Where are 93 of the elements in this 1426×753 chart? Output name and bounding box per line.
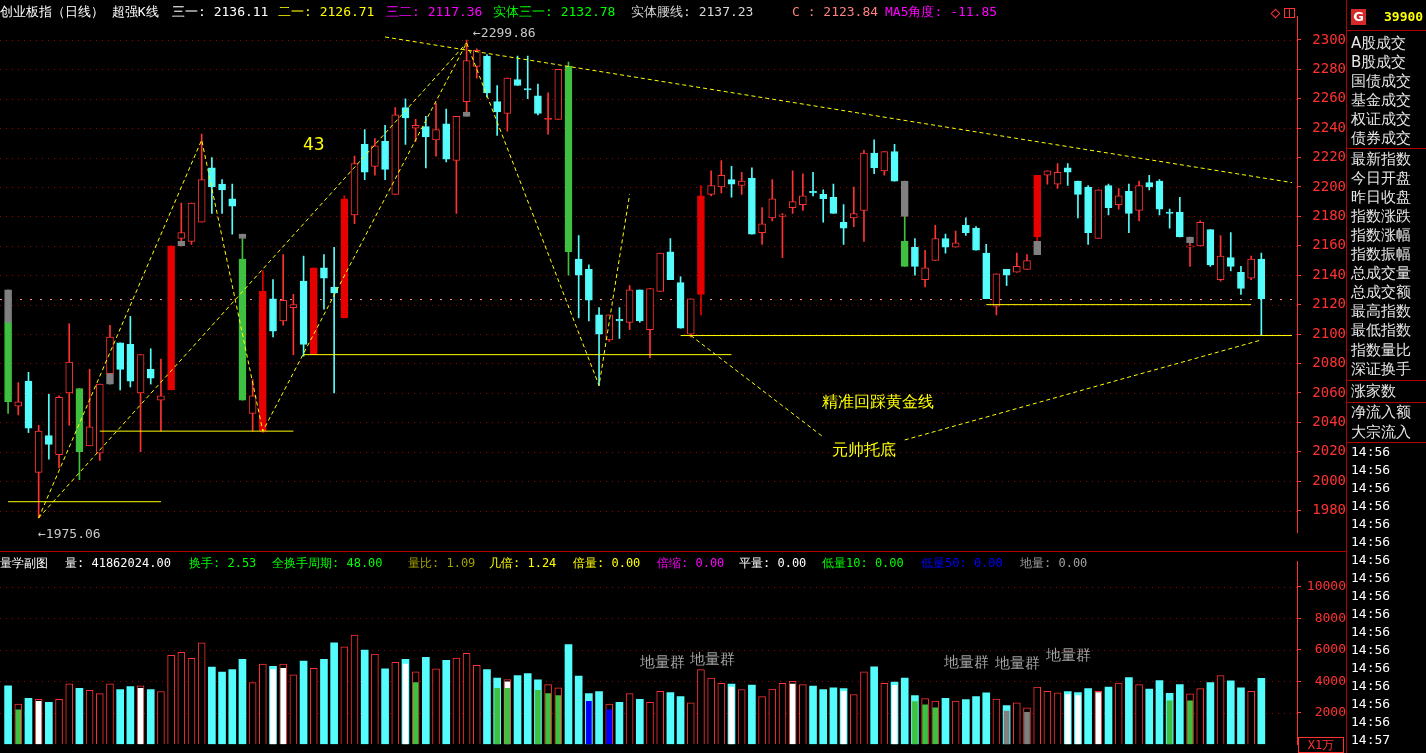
text: 14:56	[1351, 605, 1391, 623]
text: 净流入额	[1351, 403, 1411, 423]
text: 39900	[1384, 9, 1424, 25]
y-tick-label: 2060	[1312, 383, 1346, 400]
y-tick-label: 2180	[1312, 207, 1346, 224]
text: 14:56	[1351, 659, 1391, 677]
y-axis-title: X1万	[1298, 737, 1344, 753]
y-tick-label: 8000	[1314, 609, 1346, 625]
text: 总成交量	[1351, 264, 1411, 284]
text: 14:56	[1351, 569, 1391, 587]
y-tick-label: 2160	[1312, 236, 1346, 253]
annotation: 43	[303, 133, 325, 154]
annotation: 几倍: 1.24	[489, 556, 557, 570]
text: 国债成交	[1351, 72, 1411, 91]
annotation: 低量10: 0.00	[822, 556, 904, 570]
annotation: 地量群	[1045, 646, 1091, 665]
chart-title: 量学副图	[0, 556, 48, 570]
y-tick-label: 2000	[1312, 471, 1346, 488]
text: 14:56	[1351, 641, 1391, 659]
y-tick-label: 2200	[1312, 177, 1346, 194]
y-tick-label: 2240	[1312, 118, 1346, 135]
annotation: 低量50: 0.00	[921, 556, 1003, 570]
text: 14:56	[1351, 677, 1391, 695]
annotation: 倍缩: 0.00	[657, 556, 725, 570]
y-tick-label: 10000	[1306, 578, 1346, 594]
y-tick-label: 2280	[1312, 59, 1346, 76]
annotation: 元帅托底	[832, 440, 896, 460]
text: 14:56	[1351, 713, 1391, 731]
text: 14:56	[1351, 497, 1391, 515]
y-tick-label: 2000	[1314, 704, 1346, 720]
y-tick-label: 2300	[1312, 30, 1346, 47]
text: 14:57	[1351, 731, 1391, 749]
annotation: 平量: 0.00	[739, 556, 807, 570]
annotation: 地量群	[943, 653, 989, 672]
annotation: 倍量: 0.00	[573, 556, 641, 570]
text: 昨日收盘	[1351, 187, 1411, 207]
text: 14:56	[1351, 551, 1391, 569]
text: 基金成交	[1351, 91, 1411, 110]
y-tick-label: 2040	[1312, 412, 1346, 429]
annotation: 全换手周期: 48.00	[272, 556, 383, 570]
text: 最低指数	[1351, 321, 1411, 341]
text: 今日开盘	[1351, 168, 1411, 188]
text: 指数涨跌	[1351, 206, 1411, 226]
annotation: C : 2123.84	[792, 4, 879, 19]
annotation: 换手: 2.53	[189, 556, 257, 570]
text: 最新指数	[1351, 149, 1411, 169]
annotation: 地量群	[689, 650, 735, 669]
text: 指数量比	[1351, 340, 1411, 360]
text: 指数振幅	[1351, 245, 1411, 265]
y-tick-label: 2140	[1312, 265, 1346, 282]
text: 指数涨幅	[1351, 225, 1411, 245]
text: 总成交额	[1351, 283, 1411, 303]
annotation: ←2299.86	[473, 24, 536, 40]
y-tick-label: 6000	[1314, 641, 1346, 657]
annotation: 地量: 0.00	[1020, 556, 1088, 570]
text: 最高指数	[1351, 302, 1411, 322]
text: 债券成交	[1351, 129, 1411, 148]
annotation: 三二: 2117.36	[386, 4, 483, 19]
text: 14:56	[1351, 695, 1391, 713]
text: 涨家数	[1351, 381, 1396, 402]
y-tick-label: 2020	[1312, 442, 1346, 459]
text: G	[1351, 9, 1366, 25]
annotation: 地量群	[994, 654, 1040, 673]
y-tick-label: 2100	[1312, 324, 1346, 341]
annotation: 量比: 1.09	[408, 556, 476, 570]
text: B股成交	[1351, 53, 1407, 72]
text: 14:56	[1351, 461, 1391, 479]
text: 14:56	[1351, 587, 1391, 605]
annotation: ←1975.06	[38, 525, 101, 541]
text: 大宗流入	[1351, 422, 1411, 442]
y-tick-label: 2080	[1312, 354, 1346, 371]
annotation: 实体腰线: 2137.23	[631, 4, 754, 19]
text: 14:56	[1351, 443, 1391, 461]
y-tick-label: 2260	[1312, 89, 1346, 106]
chart-title: 创业板指（日线） 超强K线	[0, 4, 159, 19]
y-tick-label: 2120	[1312, 295, 1346, 312]
annotation: 三一: 2136.11	[172, 4, 269, 19]
text: 深证换手	[1351, 359, 1411, 379]
annotation: 二一: 2126.71	[278, 4, 375, 19]
text: 14:56	[1351, 623, 1391, 641]
text: 权证成交	[1351, 110, 1411, 129]
text: 14:56	[1351, 533, 1391, 551]
annotation: MA5角度: -11.85	[885, 4, 998, 19]
y-tick-label: 4000	[1314, 672, 1346, 688]
annotation: 地量群	[639, 653, 685, 672]
y-tick-label: 2220	[1312, 148, 1346, 165]
y-tick-label: 1980	[1312, 501, 1346, 518]
annotation: 精准回踩黄金线	[822, 392, 934, 412]
annotation: 实体三一: 2132.78	[493, 4, 616, 19]
annotation: 量: 41862024.00	[65, 556, 171, 570]
text: A股成交	[1351, 34, 1407, 53]
text: 14:56	[1351, 479, 1391, 497]
text: 14:56	[1351, 515, 1391, 533]
